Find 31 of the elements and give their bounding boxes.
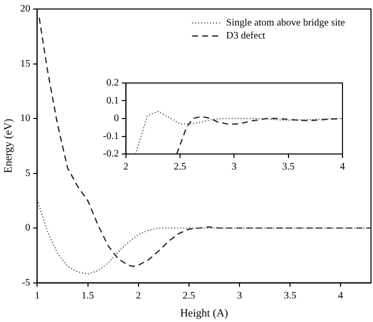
- x-tick-label: 3.5: [284, 290, 296, 302]
- legend-label: Single atom above bridge site: [226, 18, 346, 29]
- x-tick-label: 1.5: [82, 290, 94, 302]
- x-tick-label: 3.5: [282, 162, 295, 173]
- y-tick-label: 10: [20, 113, 30, 124]
- y-tick-label: -0.2: [102, 148, 119, 160]
- y-tick-label: 0: [114, 113, 119, 124]
- x-tick-label: 4: [340, 162, 345, 173]
- line-series: [176, 116, 342, 154]
- y-tick-label: 0.1: [106, 95, 119, 106]
- x-tick-label: 3: [232, 162, 237, 173]
- y-tick-label: 0.2: [106, 78, 119, 89]
- x-tick-label: 2: [136, 290, 141, 302]
- line-series: [38, 17, 371, 267]
- x-axis-title: Height (A): [180, 307, 228, 320]
- y-axis-title: Energy (eV): [2, 118, 14, 174]
- line-series: [134, 110, 342, 154]
- legend-label: D3 defect: [226, 30, 266, 42]
- x-tick-label: 3: [237, 290, 242, 302]
- x-tick-label: 4: [338, 290, 344, 302]
- x-tick-label: 2.5: [182, 290, 196, 302]
- x-tick-label: 2: [123, 162, 128, 173]
- y-tick-label: -0.1: [102, 130, 119, 142]
- y-tick-label: -5: [22, 277, 30, 288]
- y-tick-label: 5: [25, 168, 30, 179]
- x-tick-label: 2.5: [174, 162, 186, 173]
- y-tick-label: 0: [25, 222, 30, 234]
- x-tick-label: 1: [34, 290, 40, 302]
- y-tick-label: 15: [20, 58, 30, 70]
- y-tick-label: 20: [20, 4, 30, 15]
- line-series: [37, 198, 371, 275]
